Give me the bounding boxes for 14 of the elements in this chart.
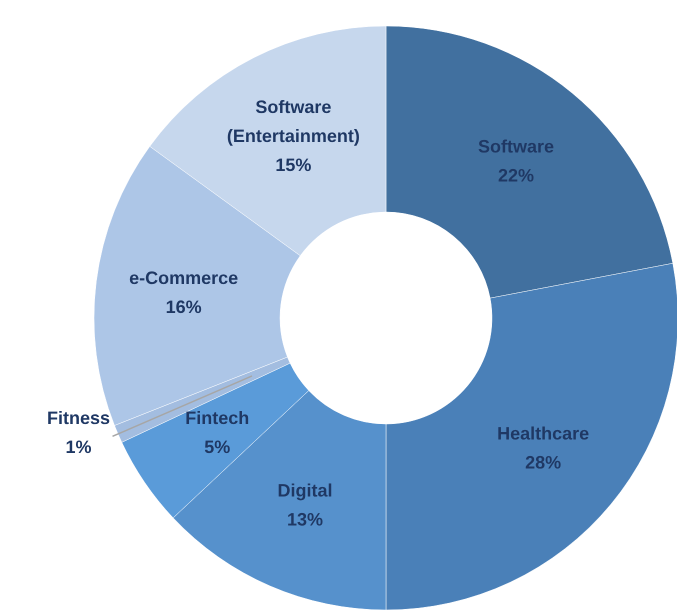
slice-label: Healthcare bbox=[497, 424, 590, 444]
slice-label: e-Commerce bbox=[129, 268, 238, 288]
slice-label: Fitness bbox=[46, 408, 110, 428]
slice-label: Digital bbox=[277, 480, 332, 501]
slice-label: Software bbox=[478, 136, 554, 156]
data-label: 13% bbox=[286, 510, 323, 530]
data-label: 1% bbox=[66, 436, 92, 457]
data-label: 22% bbox=[498, 165, 534, 186]
data-label: 16% bbox=[166, 296, 202, 317]
data-label: 28% bbox=[525, 452, 562, 473]
slice-label: Software (Entertainment) bbox=[226, 97, 360, 146]
data-label: 5% bbox=[204, 437, 230, 458]
data-label: 15% bbox=[275, 155, 312, 176]
slice-label: Fintech bbox=[185, 408, 250, 428]
